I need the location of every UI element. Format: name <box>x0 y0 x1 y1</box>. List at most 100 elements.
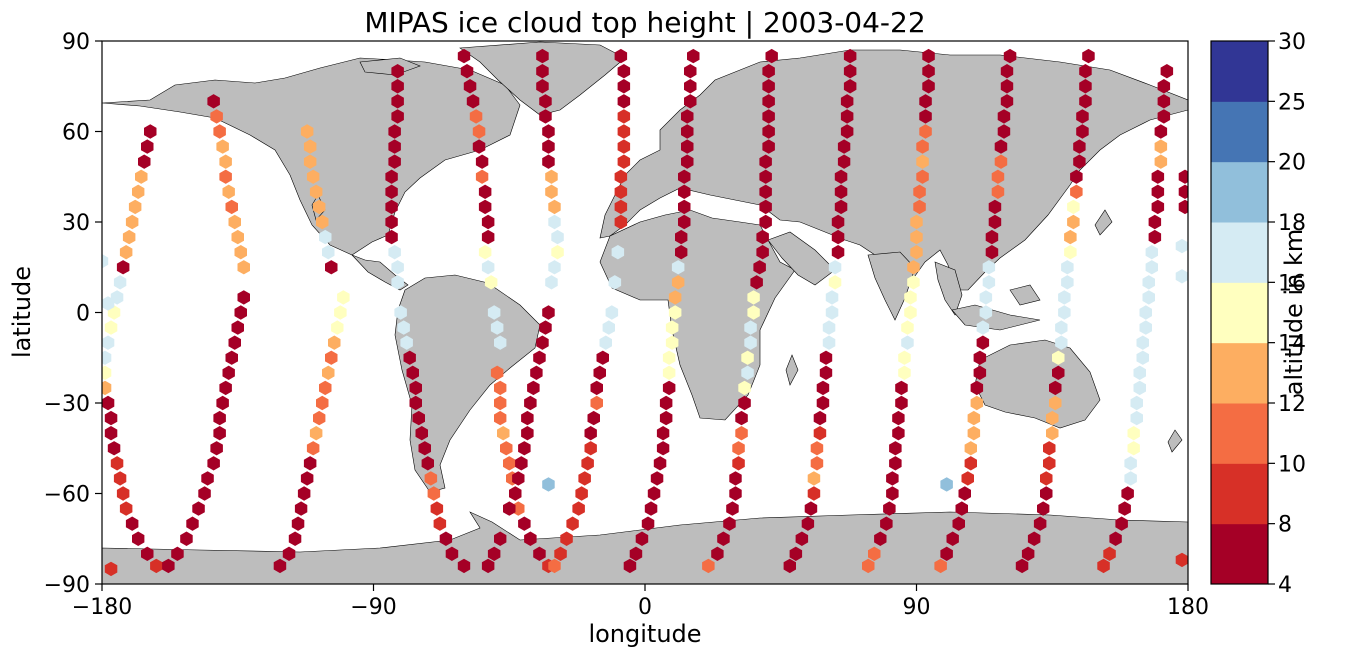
data-point <box>901 320 914 335</box>
data-point <box>934 558 947 574</box>
data-point <box>237 290 250 305</box>
data-point <box>415 426 428 441</box>
data-point <box>1052 365 1065 380</box>
data-point <box>391 275 404 290</box>
data-point <box>735 426 748 441</box>
data-point <box>334 305 347 320</box>
data-point <box>316 214 329 230</box>
data-point <box>662 350 676 365</box>
data-point <box>494 335 507 350</box>
data-point <box>819 350 833 365</box>
data-point <box>656 426 670 441</box>
data-point <box>102 254 109 269</box>
data-point <box>662 380 676 396</box>
data-point <box>1142 290 1155 305</box>
data-point <box>527 380 540 396</box>
data-point <box>234 245 247 260</box>
data-point <box>125 516 139 531</box>
data-point <box>391 64 404 79</box>
colorbar-segment <box>1211 161 1268 223</box>
data-point <box>530 365 543 380</box>
data-point <box>273 558 287 574</box>
data-point <box>952 516 965 531</box>
data-point <box>433 516 447 531</box>
data-point <box>1058 305 1071 320</box>
data-point <box>192 501 205 516</box>
data-point <box>303 456 317 471</box>
data-point <box>732 456 745 471</box>
data-point <box>388 124 401 139</box>
data-point <box>319 380 332 396</box>
land-indochina <box>934 261 963 316</box>
data-point <box>1021 546 1035 561</box>
data-point <box>313 410 326 426</box>
data-point <box>997 124 1011 139</box>
data-point <box>886 471 899 486</box>
data-point <box>762 124 775 139</box>
data-point <box>509 486 522 501</box>
data-point <box>684 79 697 94</box>
data-point <box>916 154 929 169</box>
data-point <box>1043 441 1056 456</box>
data-point <box>1055 320 1068 335</box>
data-point <box>518 516 531 531</box>
data-point <box>762 64 775 79</box>
data-point <box>542 124 555 139</box>
data-point <box>1127 426 1140 441</box>
data-point <box>916 169 929 184</box>
data-point <box>668 305 682 320</box>
data-point <box>759 169 772 184</box>
data-point <box>994 139 1008 154</box>
data-point <box>171 546 184 561</box>
data-point <box>337 290 350 305</box>
data-point <box>659 410 673 426</box>
data-point <box>717 531 730 546</box>
data-point <box>551 229 564 245</box>
y-axis-ticks: −90 −60 −30 0 30 60 90 <box>44 30 102 598</box>
data-point <box>288 531 302 546</box>
data-point <box>644 501 658 516</box>
data-point <box>1133 365 1146 380</box>
data-point <box>213 426 226 441</box>
data-point <box>222 365 235 380</box>
data-point <box>210 109 223 124</box>
data-point <box>985 245 999 260</box>
data-point <box>484 275 498 290</box>
y-tick-label: 30 <box>62 211 90 236</box>
colorbar-tick-label: 18 <box>1278 211 1306 236</box>
data-point <box>1136 335 1149 350</box>
data-point <box>439 531 453 546</box>
data-point <box>125 214 139 230</box>
data-point <box>979 290 993 305</box>
data-point <box>319 229 332 245</box>
data-point <box>735 410 748 426</box>
data-point <box>904 305 917 320</box>
data-point <box>409 395 422 411</box>
y-tick-label: 0 <box>76 302 90 327</box>
data-point <box>681 109 694 124</box>
data-point <box>584 441 597 456</box>
data-point <box>961 471 974 486</box>
data-point <box>150 558 163 574</box>
data-point <box>759 154 772 169</box>
data-point <box>207 94 220 109</box>
data-point <box>1040 486 1053 501</box>
data-point <box>795 531 809 546</box>
data-point <box>102 395 115 411</box>
data-point <box>234 305 247 320</box>
data-point <box>225 350 238 365</box>
data-point <box>678 169 691 184</box>
data-point <box>1130 395 1143 411</box>
data-point <box>762 109 775 124</box>
data-point <box>862 558 875 574</box>
data-point <box>973 350 987 365</box>
colorbar-segment <box>1211 101 1268 163</box>
data-point <box>539 94 552 109</box>
data-point <box>834 199 848 215</box>
colorbar-segment <box>1211 523 1268 585</box>
data-point <box>1073 154 1086 169</box>
data-point <box>828 275 842 290</box>
data-point <box>741 350 754 365</box>
data-point <box>219 380 232 396</box>
